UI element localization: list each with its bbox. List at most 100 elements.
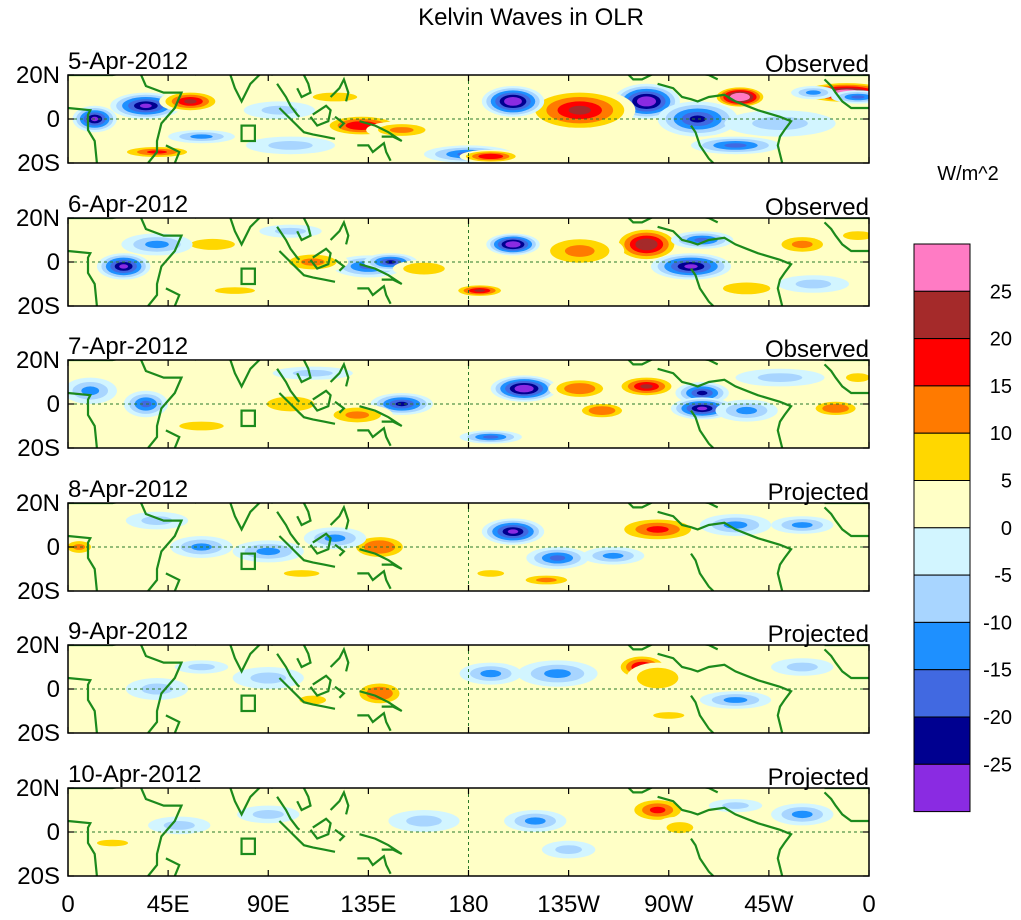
- panel-date: 8-Apr-2012: [68, 476, 188, 503]
- coastline: [657, 367, 793, 448]
- contour-level: [406, 815, 442, 827]
- x-tick-label: 45W: [744, 891, 794, 918]
- contour-level: [564, 245, 595, 257]
- contour-level: [571, 385, 588, 392]
- contour-level: [647, 672, 669, 684]
- coastline: [702, 75, 719, 81]
- x-tick-label: 90W: [644, 891, 694, 918]
- colorbar-swatch: [913, 385, 971, 434]
- coastline: [359, 120, 403, 142]
- anomaly-blob: [771, 233, 834, 256]
- anomaly-blob: [615, 375, 678, 398]
- coastline: [823, 78, 869, 110]
- panel-type: Observed: [765, 51, 869, 78]
- anomaly-blob: [299, 834, 371, 852]
- coastline: [334, 258, 346, 272]
- anomaly-blob: [777, 275, 849, 293]
- contour-level: [283, 570, 320, 577]
- coastline: [657, 225, 793, 306]
- coastline: [702, 360, 719, 366]
- colorbar-swatch: [913, 574, 971, 623]
- coastline: [690, 409, 715, 448]
- contour-level: [595, 408, 609, 413]
- contour-level: [81, 386, 100, 396]
- coastline: [165, 714, 181, 733]
- contour-level: [507, 529, 519, 534]
- coastline: [627, 218, 654, 224]
- anomaly-blob: [194, 284, 275, 298]
- coastline: [357, 284, 392, 305]
- y-tick-label: 0: [47, 249, 60, 276]
- coastline: [334, 685, 346, 699]
- anomaly-blob: [159, 90, 222, 113]
- y-tick-label: 0: [47, 534, 60, 561]
- anomaly-blob: [352, 680, 407, 707]
- anomaly-blob: [613, 516, 703, 543]
- y-tick-label: 20N: [16, 632, 60, 659]
- contour-level: [568, 105, 591, 115]
- anomaly-blob: [125, 511, 189, 530]
- anomaly-blob: [575, 401, 629, 420]
- anomaly-blob: [237, 805, 300, 824]
- contour-level: [795, 279, 832, 289]
- anomaly-blob: [452, 284, 507, 298]
- contour-level: [190, 134, 213, 139]
- contour-level: [653, 712, 685, 719]
- coastline: [309, 104, 332, 127]
- panel-type: Observed: [765, 336, 869, 363]
- contour-level: [535, 577, 557, 583]
- coastline: [357, 854, 392, 875]
- contour-level: [828, 406, 843, 411]
- anomaly-blob: [459, 149, 522, 163]
- anomaly-blob: [448, 856, 511, 870]
- coastline: [359, 690, 403, 712]
- colorbar-label: -5: [994, 565, 1012, 587]
- anomaly-blob: [653, 816, 707, 839]
- coastline: [276, 511, 301, 546]
- anomaly-blob: [808, 399, 863, 418]
- coastline: [357, 569, 392, 590]
- contour-level: [524, 817, 546, 825]
- anomaly-blob: [232, 540, 304, 563]
- colorbar-swatch: [913, 432, 971, 482]
- anomaly-blob: [464, 566, 518, 581]
- contour-level: [791, 522, 813, 528]
- y-tick-label: 0: [47, 819, 60, 846]
- y-tick-label: 20S: [17, 578, 60, 605]
- contour-level: [353, 123, 370, 128]
- y-tick-label: 20N: [16, 490, 60, 517]
- anomaly-blob: [125, 678, 189, 700]
- contour-level: [649, 806, 666, 814]
- contour-level: [850, 233, 866, 238]
- contour-level: [179, 421, 224, 431]
- contour-level: [684, 264, 698, 269]
- anomaly-blob: [771, 516, 834, 534]
- coastline: [627, 360, 654, 366]
- anomaly-blob: [243, 101, 315, 119]
- coastline: [165, 429, 181, 448]
- contour-level: [190, 238, 235, 250]
- panel-type: Projected: [768, 621, 869, 648]
- coastline: [68, 218, 184, 306]
- chart-title: Kelvin Waves in OLR: [418, 4, 644, 31]
- contour-level: [641, 98, 652, 104]
- anomaly-blob: [459, 662, 522, 685]
- anomaly-blob: [541, 840, 596, 859]
- anomaly-blob: [517, 660, 598, 687]
- contour-level: [141, 683, 173, 695]
- coastline: [702, 645, 719, 651]
- anomaly-blob: [246, 136, 335, 155]
- coastline: [359, 833, 403, 855]
- contour-level: [509, 242, 517, 246]
- y-tick-label: 20N: [16, 775, 60, 802]
- coastline: [329, 504, 350, 530]
- contour-level: [824, 547, 847, 556]
- coastline: [68, 360, 184, 448]
- contour-level: [791, 240, 813, 249]
- colorbar-unit: W/m^2: [937, 163, 999, 185]
- coastline-box: [240, 409, 257, 428]
- coastline: [296, 75, 312, 99]
- y-tick-label: 0: [47, 106, 60, 133]
- contour-level: [480, 669, 502, 678]
- coastline: [228, 788, 273, 817]
